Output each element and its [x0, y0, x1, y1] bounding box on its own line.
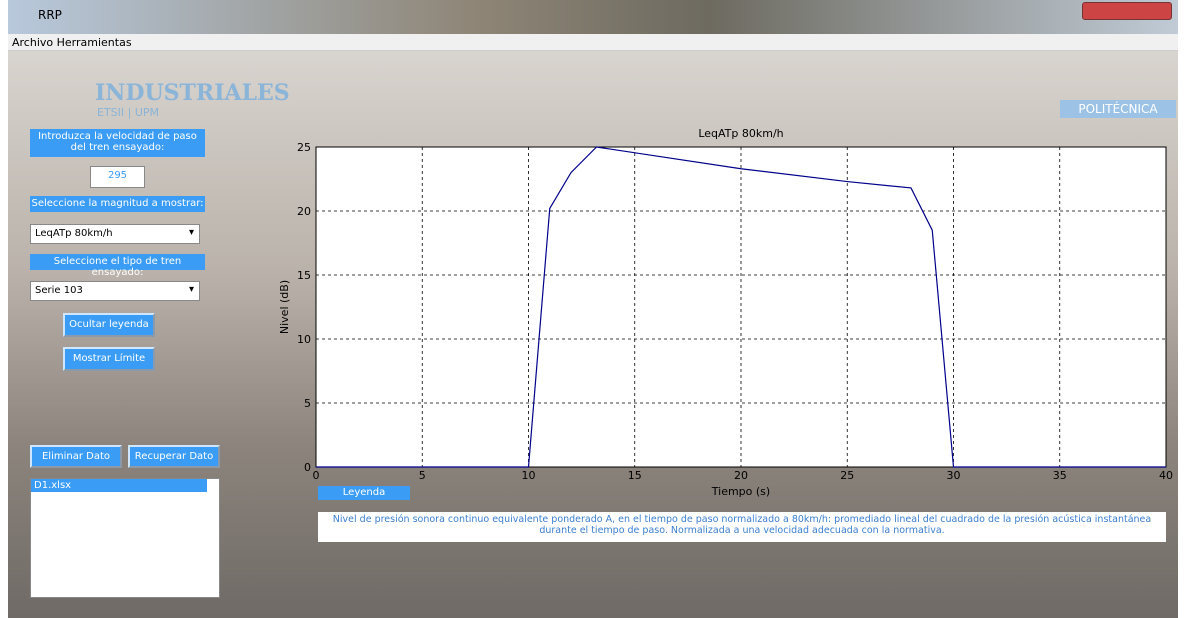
y-tick-label: 25 [297, 141, 311, 154]
y-tick-label: 5 [304, 397, 311, 410]
app-window: RRP Archivo Herramientas INDUSTRIALES ET… [0, 0, 1184, 618]
chart: LeqATp 80km/h Tiempo (s) Nivel (dB) 0 5 10… [0, 0, 1184, 618]
y-tick-label: 15 [297, 269, 311, 282]
x-tick-label: 15 [628, 469, 642, 482]
y-axis-label: Nivel (dB) [278, 280, 291, 334]
x-tick-label: 35 [1053, 469, 1067, 482]
x-tick-label: 25 [840, 469, 854, 482]
x-tick-label: 20 [734, 469, 748, 482]
x-axis-label: Tiempo (s) [711, 485, 770, 498]
x-tick-label: 10 [522, 469, 536, 482]
y-tick-label: 20 [297, 205, 311, 218]
chart-title: LeqATp 80km/h [698, 127, 783, 140]
x-tick-label: 40 [1159, 469, 1173, 482]
x-tick-label: 30 [947, 469, 961, 482]
x-tick-label: 0 [313, 469, 320, 482]
y-tick-label: 10 [297, 333, 311, 346]
x-tick-label: 5 [419, 469, 426, 482]
y-tick-label: 0 [304, 461, 311, 474]
